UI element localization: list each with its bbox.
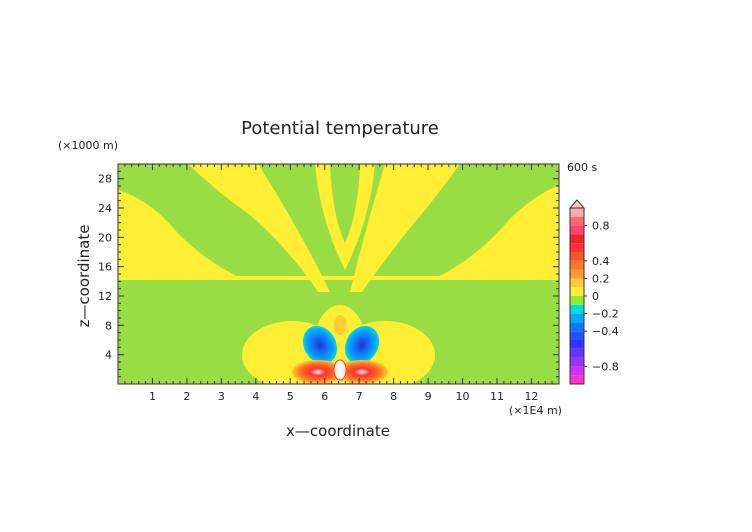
y-tick-label: 28 [98,173,112,186]
colorbar-swatch [570,296,584,305]
colorbar-swatch [570,216,584,226]
colorbar-swatch [570,313,584,323]
colorbar-swatch [570,348,584,358]
positive-anomaly-right [336,360,388,384]
colorbar-tick-label: 0.4 [592,255,610,268]
positive-hole-center [330,164,360,243]
colorbar-swatch [570,322,584,332]
colorbar-swatch [570,340,584,349]
colorbar-swatch [570,366,584,376]
colorbar-swatch [570,208,584,217]
positive-anomaly-left [292,360,344,384]
negative-lobe-right [344,325,380,365]
orange-lobe-upper [334,315,346,335]
anomaly-core [333,359,347,381]
colorbar-swatch [570,304,584,314]
contour-field [118,164,559,384]
x-tick-label: 1 [149,390,156,403]
colorbar-swatch [570,243,584,252]
x-tick-label: 9 [425,390,432,403]
colorbar-swatch [570,225,584,235]
y-tick-label: 12 [98,290,112,303]
colorbar-labels: 0.8 0.4 0.2 0 −0.2 −0.4 −0.8 [584,220,619,373]
x-tick-label: 2 [183,390,190,403]
x-tick-label: 6 [321,390,328,403]
colorbar-tick-label: 0.8 [592,220,610,233]
x-tick-label: 3 [218,390,225,403]
y-tick-label: 16 [98,261,112,274]
x-tick-label: 10 [456,390,470,403]
colorbar-swatch [570,357,584,367]
colorbar-tick-label: −0.8 [592,360,619,373]
colorbar-swatch [570,234,584,244]
colorbar-tick-label: −0.4 [592,325,619,338]
negative-lobe-left [302,325,338,365]
y-unit-label: (×1000 m) [58,139,118,152]
colorbar-tick-label: 0 [592,290,599,303]
x-axis-ticks: 1 2 3 4 5 6 7 8 9 10 11 12 [124,164,560,403]
colorbar-swatch [570,260,584,270]
positive-band-upper-left [188,164,330,292]
x-tick-label: 11 [490,390,504,403]
x-tick-label: 4 [252,390,259,403]
colorbar-swatch [570,287,584,296]
positive-band-right-lobe [432,185,559,280]
y-axis-label: z—coordinate [75,225,93,328]
colorbar-swatch [570,252,584,261]
positive-band-left-lobe [118,190,245,280]
positive-band-mid-strip [118,276,559,280]
colorbar-swatch [570,375,584,384]
x-unit-label: (×1E4 m) [509,404,562,417]
colorbar-swatch [570,331,584,340]
colorbar-tick-label: −0.2 [592,308,619,321]
colorbar-swatch [570,269,584,279]
colorbar-tick-label: 0.2 [592,272,610,285]
x-tick-label: 7 [356,390,363,403]
colorbar-swatch [570,278,584,288]
colorbar [568,199,586,385]
time-label: 600 s [567,161,597,174]
x-tick-label: 5 [287,390,294,403]
y-tick-label: 8 [105,319,112,332]
y-axis-ticks: 4 8 12 16 20 24 28 [98,170,559,378]
colorbar-extend-arrow [568,199,586,209]
chart-title: Potential temperature [241,118,439,139]
y-tick-label: 24 [98,202,112,215]
y-tick-label: 20 [98,231,112,244]
y-tick-label: 4 [105,349,112,362]
positive-band-upper-right [350,164,460,292]
x-tick-label: 12 [524,390,538,403]
x-tick-label: 8 [390,390,397,403]
x-axis-label: x—coordinate [286,422,390,440]
